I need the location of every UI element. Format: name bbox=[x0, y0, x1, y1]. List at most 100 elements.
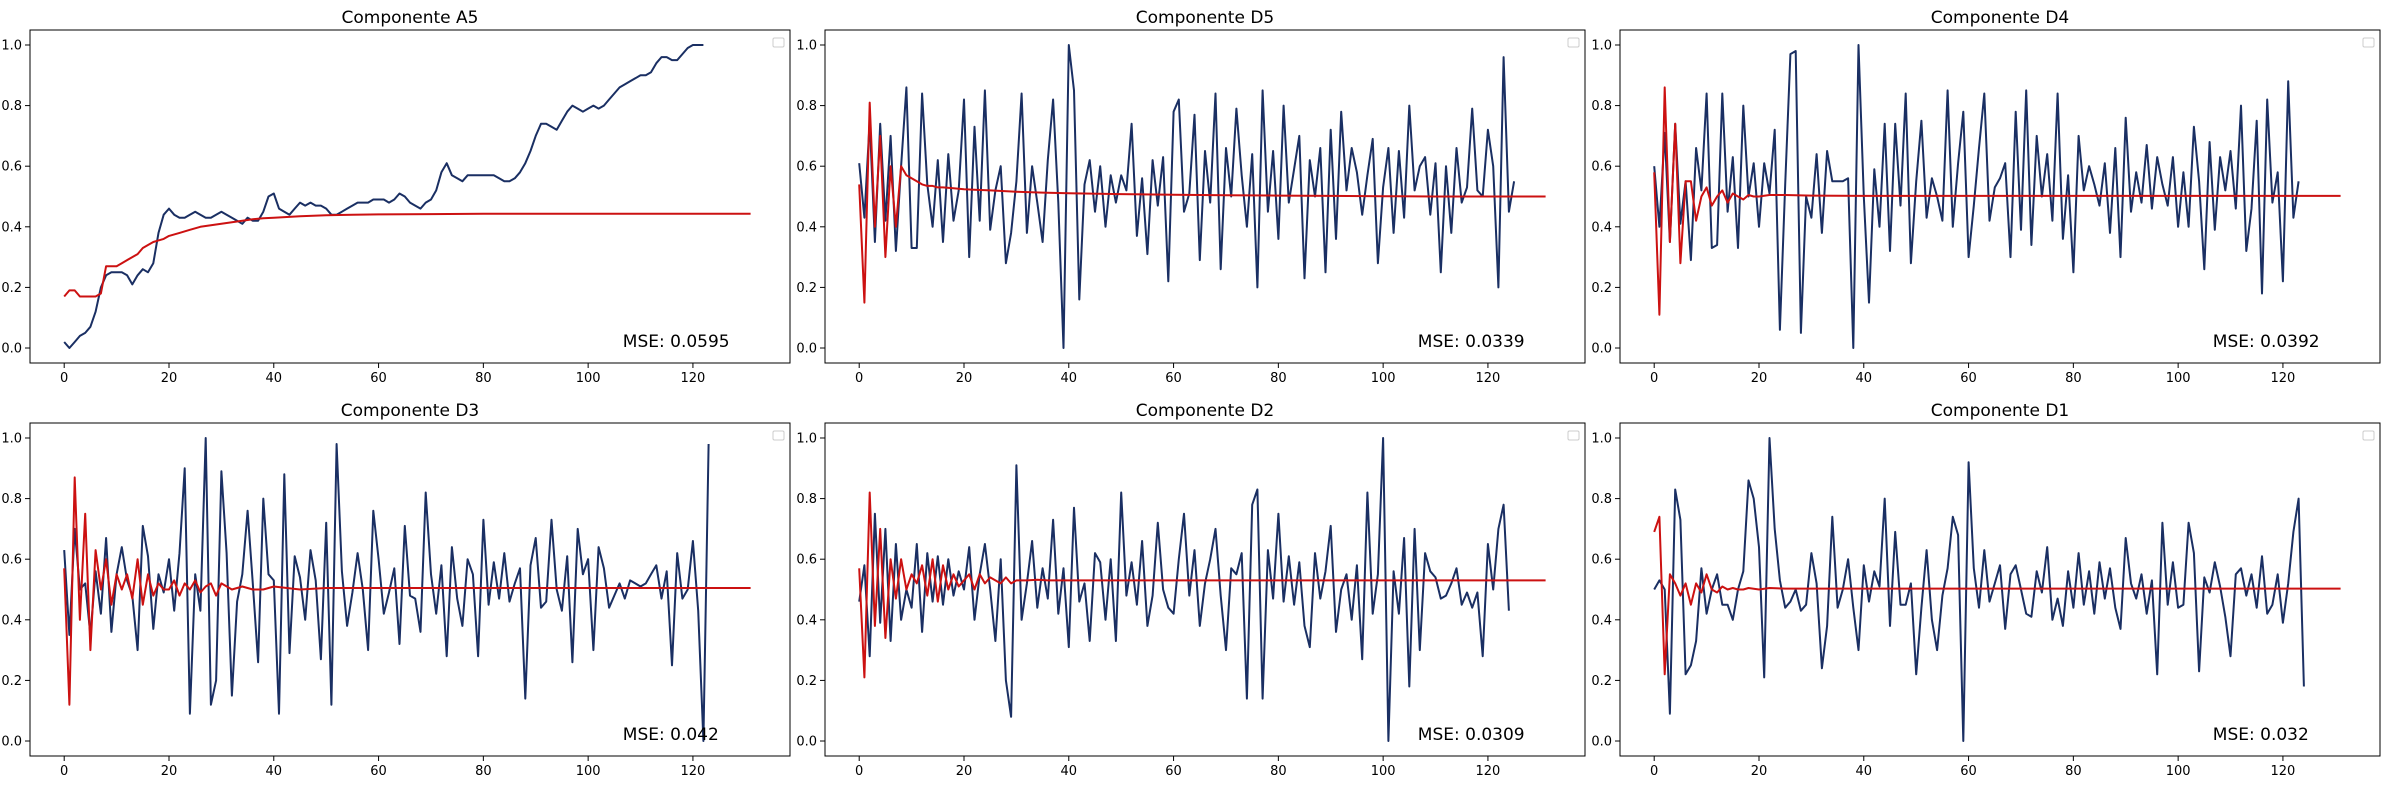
subplot-title: Componente D4 bbox=[1931, 8, 2069, 28]
subplot-6: Componente D1 0 20 40 60 80 100 120 0.0 0.2 0.4 0.6… bbox=[1591, 401, 2381, 779]
y-tick-label: 0.0 bbox=[1591, 342, 1612, 357]
x-tick-label: 120 bbox=[681, 371, 706, 386]
y-tick-label: 0.0 bbox=[1, 342, 22, 357]
subplot-5: Componente D2 0 20 40 60 80 100 120 0.0 0.2 0.4 0.6… bbox=[796, 401, 1586, 779]
y-tick-label: 0.2 bbox=[1591, 674, 1612, 689]
y-tick-label: 0.2 bbox=[1, 281, 22, 296]
x-tick-label: 60 bbox=[1165, 371, 1182, 386]
x-tick-label: 40 bbox=[1061, 371, 1078, 386]
y-tick-label: 0.4 bbox=[1, 220, 22, 235]
y-tick-label: 0.2 bbox=[796, 281, 817, 296]
predicted-series-line bbox=[63, 476, 751, 706]
x-tick-label: 80 bbox=[475, 764, 492, 779]
y-tick-label: 0.0 bbox=[796, 735, 817, 750]
subplot-title: Componente A5 bbox=[341, 8, 478, 28]
x-tick-label: 60 bbox=[1165, 764, 1182, 779]
y-tick-label: 0.6 bbox=[1591, 160, 1612, 175]
x-tick-label: 100 bbox=[2166, 371, 2191, 386]
legend-box bbox=[1567, 37, 1580, 48]
x-tick-label: 20 bbox=[1751, 371, 1768, 386]
mse-annotation: MSE: 0.0339 bbox=[1418, 332, 1525, 352]
y-tick-label: 0.4 bbox=[1591, 220, 1612, 235]
y-tick-label: 0.0 bbox=[1591, 735, 1612, 750]
y-tick-label: 0.8 bbox=[1591, 99, 1612, 114]
x-tick-label: 0 bbox=[855, 764, 863, 779]
x-tick-label: 80 bbox=[475, 371, 492, 386]
plot-frame bbox=[29, 29, 791, 364]
x-tick-label: 20 bbox=[956, 764, 973, 779]
x-tick-label: 120 bbox=[681, 764, 706, 779]
predicted-series-line bbox=[1653, 515, 2341, 676]
y-tick-label: 0.4 bbox=[796, 613, 817, 628]
y-tick-label: 0.4 bbox=[1, 613, 22, 628]
y-tick-label: 1.0 bbox=[1, 38, 22, 53]
x-tick-label: 100 bbox=[576, 764, 601, 779]
y-tick-label: 0.6 bbox=[796, 160, 817, 175]
x-tick-label: 20 bbox=[161, 764, 178, 779]
x-tick-label: 60 bbox=[1960, 371, 1977, 386]
x-tick-label: 20 bbox=[956, 371, 973, 386]
x-tick-label: 60 bbox=[370, 764, 387, 779]
legend-box bbox=[772, 430, 785, 441]
x-tick-label: 80 bbox=[1270, 764, 1287, 779]
y-tick-label: 1.0 bbox=[1, 431, 22, 446]
subplot-title: Componente D3 bbox=[341, 401, 479, 421]
x-tick-label: 40 bbox=[266, 371, 283, 386]
mse-annotation: MSE: 0.032 bbox=[2213, 725, 2309, 745]
x-tick-label: 0 bbox=[1650, 764, 1658, 779]
actual-series-line bbox=[858, 44, 1516, 349]
y-tick-label: 0.4 bbox=[796, 220, 817, 235]
y-tick-label: 0.6 bbox=[796, 553, 817, 568]
x-tick-label: 20 bbox=[1751, 764, 1768, 779]
actual-series-line bbox=[63, 44, 704, 349]
mse-annotation: MSE: 0.0595 bbox=[623, 332, 730, 352]
y-tick-label: 0.2 bbox=[796, 674, 817, 689]
y-tick-label: 0.8 bbox=[1, 99, 22, 114]
x-tick-label: 120 bbox=[2271, 371, 2296, 386]
y-tick-label: 1.0 bbox=[796, 38, 817, 53]
y-tick-label: 0.8 bbox=[1, 492, 22, 507]
mse-annotation: MSE: 0.0309 bbox=[1418, 725, 1525, 745]
y-tick-label: 0.8 bbox=[796, 492, 817, 507]
legend-box bbox=[2362, 430, 2375, 441]
legend-box bbox=[1567, 430, 1580, 441]
y-tick-label: 0.8 bbox=[796, 99, 817, 114]
y-tick-label: 0.6 bbox=[1, 553, 22, 568]
y-tick-label: 0.0 bbox=[1, 735, 22, 750]
mse-annotation: MSE: 0.0392 bbox=[2213, 332, 2320, 352]
x-tick-label: 0 bbox=[60, 371, 68, 386]
x-tick-label: 0 bbox=[855, 371, 863, 386]
y-tick-label: 0.6 bbox=[1591, 553, 1612, 568]
legend-box bbox=[772, 37, 785, 48]
x-tick-label: 40 bbox=[266, 764, 283, 779]
x-tick-label: 100 bbox=[1371, 371, 1396, 386]
y-tick-label: 0.0 bbox=[796, 342, 817, 357]
subplot-3: Componente D4 0 20 40 60 80 100 120 0.0 0.2 0.4 0.6… bbox=[1591, 8, 2381, 386]
x-tick-label: 120 bbox=[1476, 371, 1501, 386]
x-tick-label: 100 bbox=[2166, 764, 2191, 779]
subplot-title: Componente D2 bbox=[1136, 401, 1274, 421]
actual-series-line bbox=[858, 437, 1510, 742]
subplot-2: Componente D5 0 20 40 60 80 100 120 0.0 0.2 0.4 0.6… bbox=[796, 8, 1586, 386]
x-tick-label: 120 bbox=[1476, 764, 1501, 779]
x-tick-label: 60 bbox=[370, 371, 387, 386]
y-tick-label: 1.0 bbox=[796, 431, 817, 446]
subplot-title: Componente D5 bbox=[1136, 8, 1274, 28]
y-tick-label: 0.2 bbox=[1591, 281, 1612, 296]
subplot-4: Componente D3 0 20 40 60 80 100 120 0.0 0.2 0.4 0.6… bbox=[1, 401, 791, 779]
actual-series-line bbox=[1653, 44, 2300, 349]
subplot-1: Componente A5 0 20 40 60 80 100 120 0.0 0.2 0.4 0.6… bbox=[1, 8, 791, 386]
y-tick-label: 1.0 bbox=[1591, 431, 1612, 446]
actual-series-line bbox=[1653, 437, 2305, 742]
x-tick-label: 0 bbox=[60, 764, 68, 779]
x-tick-label: 80 bbox=[2065, 764, 2082, 779]
x-tick-label: 80 bbox=[2065, 371, 2082, 386]
x-tick-label: 80 bbox=[1270, 371, 1287, 386]
subplot-title: Componente D1 bbox=[1931, 401, 2069, 421]
y-tick-label: 0.2 bbox=[1, 674, 22, 689]
y-tick-label: 1.0 bbox=[1591, 38, 1612, 53]
predicted-series-line bbox=[858, 101, 1546, 304]
y-tick-label: 0.4 bbox=[1591, 613, 1612, 628]
x-tick-label: 0 bbox=[1650, 371, 1658, 386]
